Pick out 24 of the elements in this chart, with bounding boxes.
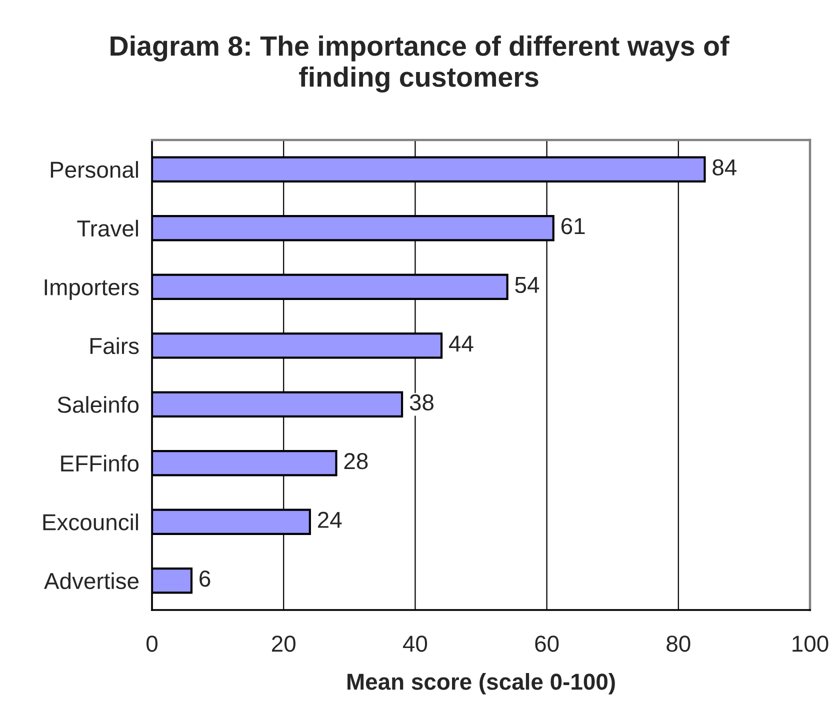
x-tick-label: 20	[272, 636, 296, 652]
data-label: 61	[561, 218, 585, 234]
y-tick-label: Saleinfo	[58, 396, 139, 413]
data-label: 24	[318, 512, 342, 528]
x-tick-label: 40	[402, 636, 428, 652]
data-label: 84	[712, 159, 736, 176]
y-tick-label: Travel	[77, 220, 138, 237]
x-tick-label: 60	[535, 636, 559, 652]
x-tick-label: 100	[792, 636, 828, 652]
data-label: 28	[344, 453, 368, 470]
y-tick-label: EFFinfo	[61, 454, 139, 472]
chart-title: Diagram 8: The importance of different ways of finding customers	[110, 35, 730, 93]
x-axis-title: Mean score (scale 0-100)	[348, 673, 615, 694]
data-label: 6	[200, 570, 210, 587]
data-label: 44	[448, 336, 474, 352]
data-label: 54	[515, 277, 540, 294]
x-tick-label: 0	[146, 636, 158, 652]
y-tick-label: Excouncil	[43, 514, 138, 530]
y-tick-label: Importers	[44, 279, 139, 300]
y-tick-label: Advertise	[44, 572, 138, 590]
y-tick-label: Fairs	[90, 337, 139, 354]
data-label: 38	[410, 394, 434, 411]
x-tick-label: 80	[666, 636, 690, 652]
y-tick-label: Personal	[50, 161, 138, 178]
